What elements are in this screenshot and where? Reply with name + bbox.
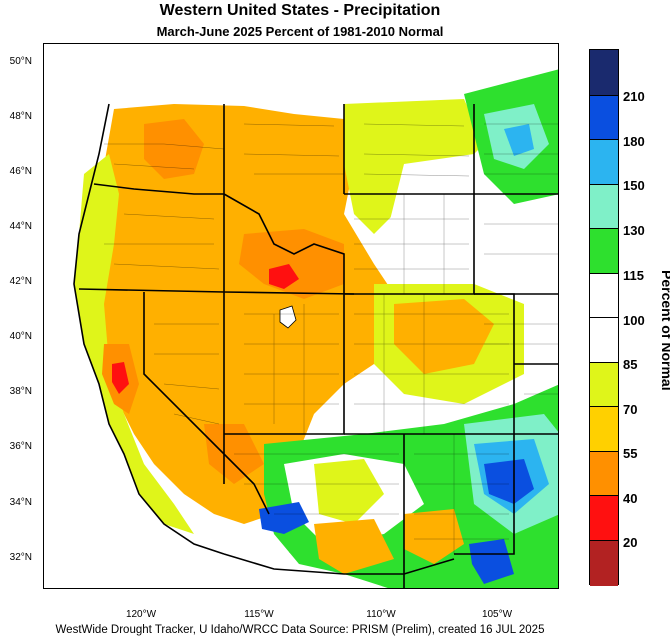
red-patch-california xyxy=(112,362,129,394)
lon-label: 105°W xyxy=(481,609,513,620)
blue-zone-texas xyxy=(469,539,514,584)
colorbar-label: 100 xyxy=(623,313,645,328)
orange-zone-colorado xyxy=(394,299,494,374)
lat-label: 46°N xyxy=(9,166,32,177)
orange-zone-nm xyxy=(404,509,464,564)
lat-label: 48°N xyxy=(9,111,32,122)
colorbar-segment xyxy=(590,183,618,230)
colorbar-segment xyxy=(590,406,618,452)
lat-label: 36°N xyxy=(9,441,32,452)
colorbar-segment xyxy=(590,495,618,541)
lat-label: 32°N xyxy=(9,552,32,563)
colorbar-label: 210 xyxy=(623,89,645,104)
blue-zone-nm xyxy=(484,459,534,504)
map-canvas xyxy=(44,44,558,588)
colorbar-label: 130 xyxy=(623,223,645,238)
colorbar-segment xyxy=(590,272,618,319)
colorbar-label: 115 xyxy=(623,268,644,283)
lon-label: 115°W xyxy=(244,609,274,620)
orange-zone-az-south xyxy=(314,519,394,574)
colorbar-segment xyxy=(590,50,618,95)
lat-label: 50°N xyxy=(9,56,32,67)
lat-label: 34°N xyxy=(9,497,32,508)
colorbar-label: 150 xyxy=(623,178,645,193)
colorbar-title: Percent of Normal xyxy=(659,270,670,391)
footer-credits: WestWide Drought Tracker, U Idaho/WRCC D… xyxy=(55,624,545,636)
red-patch-idaho xyxy=(269,264,299,289)
orange-patch-oregon xyxy=(144,119,204,179)
colorbar-segment xyxy=(590,539,618,586)
sky-zone-nd xyxy=(504,124,534,156)
colorbar-segment xyxy=(590,139,618,185)
map-subtitle: March-June 2025 Percent of 1981-2010 Nor… xyxy=(156,24,444,39)
colorbar-label: 55 xyxy=(623,446,638,461)
colorbar-segment xyxy=(590,228,618,274)
lon-label: 110°W xyxy=(366,609,396,620)
colorbar-segment xyxy=(590,361,618,408)
colorbar-segment xyxy=(590,450,618,497)
county-lines xyxy=(104,123,558,554)
lon-label: 120°W xyxy=(125,609,157,620)
yellow-zone-az xyxy=(314,459,384,524)
state-boundaries xyxy=(73,103,558,588)
colorbar-label: 40 xyxy=(623,491,638,506)
great-salt-lake xyxy=(279,305,297,329)
lat-label: 44°N xyxy=(9,221,32,232)
blue-zone-arizona xyxy=(259,502,309,534)
precipitation-map xyxy=(43,43,559,589)
colorbar xyxy=(589,49,619,586)
colorbar-label: 85 xyxy=(623,357,638,372)
lat-label: 42°N xyxy=(9,276,32,287)
yellow-coast xyxy=(74,154,194,534)
colorbar-label: 180 xyxy=(623,134,645,149)
colorbar-segment xyxy=(590,94,618,141)
colorbar-label: 20 xyxy=(623,535,638,550)
colorbar-label: 70 xyxy=(623,402,638,417)
lat-label: 38°N xyxy=(9,386,32,397)
colorbar-segment xyxy=(590,317,618,363)
lat-label: 40°N xyxy=(9,331,32,342)
map-title: Western United States - Precipitation xyxy=(159,2,441,19)
orange-patch-idaho xyxy=(239,229,344,299)
